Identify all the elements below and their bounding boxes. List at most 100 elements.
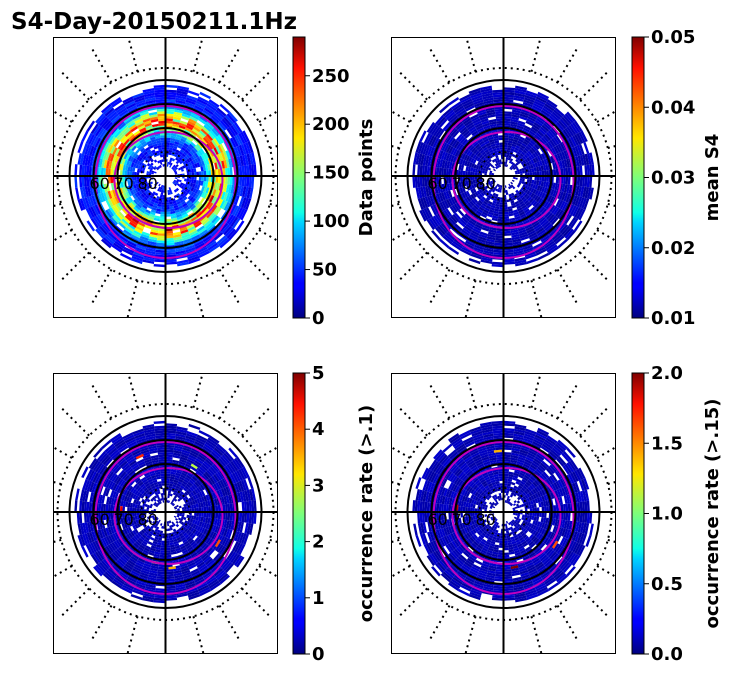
data-cell: [200, 527, 206, 534]
data-cell: [149, 483, 155, 488]
data-cell: [195, 458, 204, 465]
data-cell: [439, 520, 444, 529]
data-cell: [181, 211, 188, 216]
data-cell: [172, 181, 175, 185]
data-cell: [242, 466, 250, 478]
data-cell: [134, 528, 139, 534]
data-cell: [227, 529, 233, 539]
data-cell: [412, 176, 416, 188]
data-cell: [127, 441, 137, 448]
data-cell: [138, 195, 144, 200]
meridian-line: [258, 445, 278, 459]
data-cell: [118, 445, 129, 453]
hot-cell: [119, 506, 123, 512]
data-cell: [199, 588, 212, 597]
data-cell: [86, 532, 93, 544]
data-cell: [495, 235, 504, 239]
data-cell: [498, 164, 501, 168]
data-cell: [487, 195, 492, 199]
data-cell: [440, 573, 451, 583]
data-cell: [173, 179, 177, 182]
data-cell: [124, 563, 134, 571]
data-cell: [566, 447, 576, 458]
data-cell: [489, 123, 497, 128]
data-cell: [558, 132, 566, 142]
data-cell: [503, 116, 512, 119]
data-cell: [150, 181, 153, 185]
meridian-line: [269, 480, 278, 486]
data-cell: [239, 491, 244, 502]
data-cell: [184, 495, 189, 500]
data-cell: [215, 207, 222, 216]
data-cell: [534, 171, 538, 176]
data-cell: [524, 185, 528, 190]
data-cell: [184, 149, 190, 154]
data-cell: [512, 576, 522, 581]
data-cell: [112, 189, 117, 198]
data-cell: [503, 137, 509, 141]
data-cell: [523, 153, 529, 159]
data-cell: [165, 468, 172, 472]
data-cell: [525, 201, 531, 207]
data-cell: [468, 234, 478, 241]
data-cell: [207, 118, 217, 127]
data-cell: [200, 490, 206, 497]
data-cell: [171, 166, 174, 170]
data-cell: [123, 434, 135, 442]
data-cell: [157, 491, 161, 495]
data-cell: [553, 146, 559, 154]
data-cell: [461, 192, 467, 199]
data-cell: [508, 193, 512, 197]
data-cell: [507, 142, 513, 146]
data-cell: [156, 532, 160, 536]
data-cell: [165, 447, 174, 451]
data-cell: [464, 561, 473, 569]
data-cell: [111, 451, 121, 460]
data-cell: [454, 456, 463, 465]
data-cell: [228, 230, 238, 241]
data-cell: [84, 522, 89, 534]
data-cell: [212, 449, 222, 458]
data-cell: [202, 165, 206, 171]
data-cell: [145, 183, 149, 187]
data-cell: [460, 170, 463, 176]
data-cell: [138, 152, 144, 157]
data-cell: [471, 230, 480, 236]
data-cell: [141, 185, 145, 190]
data-cell: [478, 158, 483, 163]
data-cell: [165, 459, 173, 462]
data-cell: [155, 432, 166, 436]
data-cell: [218, 237, 229, 247]
data-cell: [577, 176, 581, 186]
data-cell: [190, 141, 196, 148]
data-cell: [492, 148, 497, 152]
data-cell: [94, 540, 102, 551]
data-cell: [473, 120, 482, 127]
data-cell: [524, 189, 529, 194]
data-cell: [185, 153, 191, 159]
data-cell: [161, 187, 164, 191]
data-cell: [522, 155, 527, 160]
data-cell: [194, 441, 204, 448]
data-cell: [248, 512, 252, 524]
data-cell: [207, 478, 214, 486]
data-cell: [230, 520, 235, 530]
data-cell: [192, 495, 197, 501]
data-cell: [514, 170, 518, 173]
data-cell: [132, 188, 137, 194]
data-cell: [499, 187, 502, 191]
data-cell: [544, 170, 547, 176]
data-cell: [106, 233, 116, 243]
data-cell: [177, 158, 181, 163]
data-cell: [132, 494, 137, 500]
data-cell: [220, 527, 226, 536]
data-cell: [126, 160, 130, 167]
data-cell: [521, 151, 526, 156]
data-cell: [239, 522, 244, 533]
data-cell: [213, 138, 220, 146]
data-cell: [176, 179, 180, 182]
data-cell: [135, 141, 141, 148]
data-cell: [123, 159, 128, 166]
data-cell: [191, 197, 196, 204]
data-cell: [503, 142, 508, 146]
